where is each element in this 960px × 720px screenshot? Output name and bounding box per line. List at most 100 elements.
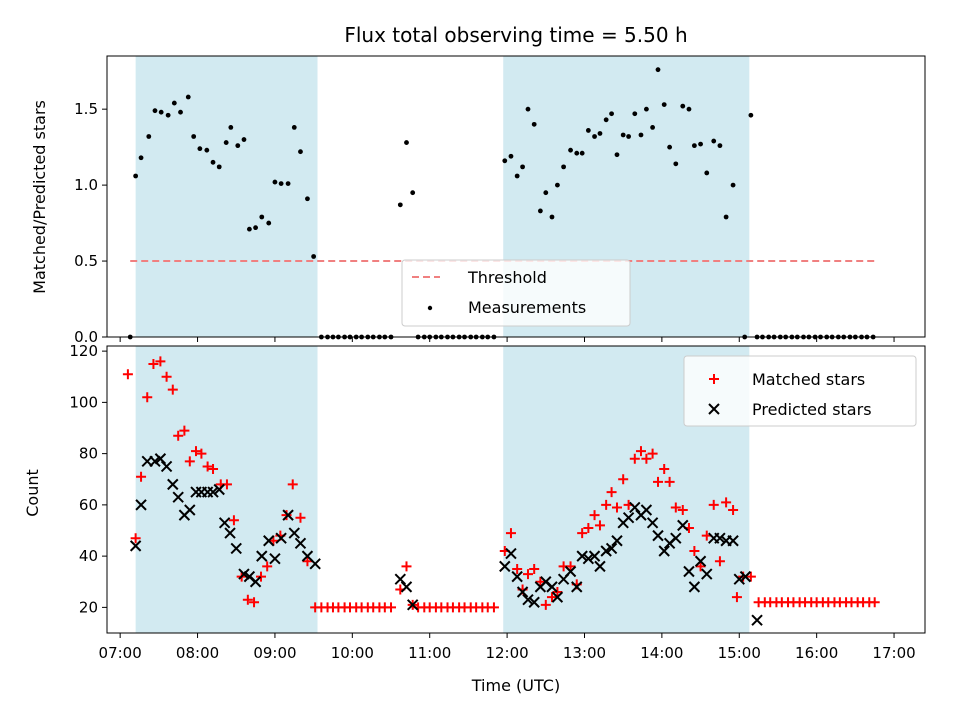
measurement-point (311, 254, 317, 259)
predicted-star-point (135, 499, 147, 511)
x-tick-label: 13:00 (563, 644, 606, 662)
matched-star-point (302, 556, 313, 567)
predicted-star-point (571, 581, 583, 593)
matched-star-point (256, 571, 267, 582)
predicted-star-point (594, 560, 606, 573)
predicted-star-point (230, 542, 242, 555)
x-tick-label: 16:00 (795, 644, 838, 662)
top-y-axis-label: Matched/Predicted stars (30, 100, 49, 294)
matched-star-point (869, 597, 880, 608)
predicted-star-point (640, 504, 653, 516)
y-tick-label: 1.5 (74, 100, 98, 118)
y-tick-label: 1.0 (74, 176, 98, 194)
measurement-point (520, 164, 525, 170)
measurement-point (667, 144, 673, 150)
matched-star-point (295, 512, 306, 523)
x-tick-label: 15:00 (718, 644, 761, 662)
matched-star-point (142, 392, 153, 403)
x-axis-label: Time (UTC) (471, 676, 560, 695)
measurement-point (748, 112, 754, 118)
measurement-point (650, 124, 655, 130)
predicted-star-point (218, 517, 231, 529)
matched-star-point (629, 453, 640, 464)
legend-measurements-label: Measurements (468, 298, 586, 317)
predicted-star-point (611, 535, 623, 547)
measurement-point (711, 138, 717, 144)
matched-star-point (641, 453, 652, 464)
measurement-point (691, 143, 697, 149)
matched-star-point (677, 505, 688, 515)
measurement-point (717, 143, 723, 149)
legend-measurements-swatch (427, 305, 433, 311)
measurement-point (531, 121, 537, 127)
measurement-point (644, 106, 649, 112)
measurement-point (272, 179, 278, 185)
matched-star-point (287, 479, 298, 490)
predicted-star-point (658, 545, 670, 557)
predicted-star-point (582, 552, 595, 565)
y-tick-label: 40 (79, 547, 98, 565)
measurement-point (204, 147, 210, 153)
bottom-legend (683, 355, 917, 427)
predicted-star-point (516, 586, 529, 598)
measurement-point (537, 208, 543, 214)
measurement-point (626, 134, 632, 139)
predicted-star-point (167, 478, 179, 491)
predicted-star-point (652, 529, 664, 542)
measurement-point (246, 226, 252, 232)
x-tick-label: 14:00 (640, 644, 683, 662)
chart-title: Flux total observing time = 5.50 h (344, 23, 687, 47)
measurement-point (686, 106, 692, 112)
matched-star-point (689, 546, 700, 556)
predicted-star-point (622, 511, 635, 524)
predicted-star-point (588, 550, 601, 562)
predicted-star-point (546, 581, 558, 593)
predicted-star-point (294, 537, 307, 550)
predicted-star-point (714, 532, 726, 544)
x-tick-label: 12:00 (485, 644, 528, 662)
matched-star-point (589, 510, 600, 521)
matched-star-point (401, 561, 412, 572)
predicted-star-point (406, 599, 419, 611)
predicted-star-point (282, 509, 294, 521)
measurement-point (191, 134, 197, 139)
matched-star-point (552, 587, 563, 597)
measurement-point (278, 181, 284, 186)
measurement-point (680, 103, 686, 109)
measurement-point (555, 182, 560, 188)
y-tick-label: 0.5 (74, 252, 98, 270)
predicted-star-point (207, 486, 219, 498)
matched-star-point (565, 561, 576, 572)
predicted-star-point (677, 519, 689, 532)
predicted-star-point (694, 555, 707, 567)
measurement-point (579, 150, 585, 156)
predicted-star-point (269, 552, 281, 565)
measurement-point (152, 108, 158, 114)
measurement-point (603, 117, 609, 123)
bottom-plot-panel: 20 40 60 80 100 120 07:00 08:00 09:00 10:00 11:00 1… (69, 342, 926, 662)
x-tick-label: 10:00 (331, 644, 374, 662)
top-plot-panel: 0.0 0.5 1.0 1.5 Threshold Measurements (74, 55, 926, 346)
matched-star-point (184, 456, 195, 467)
measurement-point (241, 137, 247, 142)
y-tick-label: 100 (69, 393, 98, 411)
matched-star-point (136, 471, 147, 482)
matched-star-point (728, 505, 739, 515)
predicted-star-point (564, 565, 577, 578)
predicted-star-point (129, 540, 142, 552)
measurement-point (620, 132, 626, 138)
measurement-point (673, 161, 679, 167)
measurement-point (138, 155, 144, 161)
measurement-point (178, 109, 183, 115)
predicted-star-point (629, 501, 641, 514)
predicted-star-point (605, 542, 618, 555)
plot-frame (106, 345, 926, 634)
matched-star-point (721, 497, 732, 508)
measurement-point (228, 124, 234, 130)
measurement-point (632, 111, 638, 117)
matched-star-point (208, 464, 219, 474)
measurement-point (525, 106, 531, 112)
matched-star-point (173, 430, 184, 441)
predicted-star-point (646, 517, 659, 529)
